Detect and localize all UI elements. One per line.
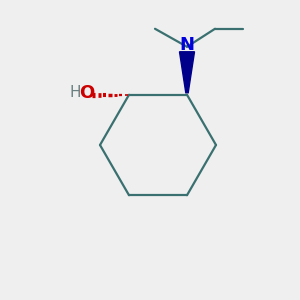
Text: O: O (80, 84, 94, 102)
Text: N: N (179, 36, 194, 54)
Text: H: H (69, 85, 81, 100)
Polygon shape (179, 52, 194, 93)
